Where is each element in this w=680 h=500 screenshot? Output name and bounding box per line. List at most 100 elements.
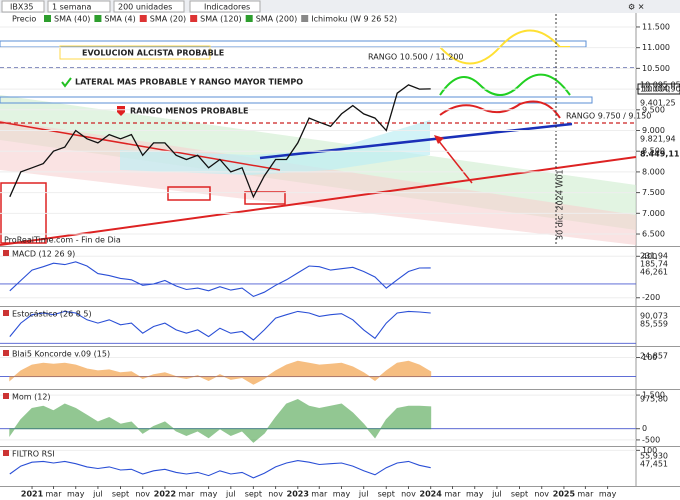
- period-box[interactable]: [47, 0, 111, 13]
- panel-icon: [3, 393, 9, 399]
- y-tick-label: -500: [642, 435, 660, 444]
- legend-entry: Precio: [12, 15, 36, 24]
- y-tick-label: 6.500: [642, 230, 665, 239]
- indicators[interactable]: Indicadores: [204, 3, 250, 12]
- annotation: ProRealTime.com - Fin de Dia: [4, 236, 121, 245]
- legend-swatch: [94, 15, 102, 22]
- annotation-box: [59, 45, 211, 60]
- last-value-label: 185,74: [640, 260, 668, 269]
- annotation: 30 dic. 2024 W01: [556, 170, 565, 241]
- line: [9, 310, 431, 341]
- legend-entry: SMA (40): [54, 15, 90, 24]
- red-wave: [439, 100, 561, 119]
- x-tick-label: 2022: [154, 490, 176, 499]
- y-tick-label: 10.500: [642, 64, 670, 73]
- area: [9, 399, 432, 443]
- last-value-label: 47,451: [640, 460, 668, 469]
- x-tick-label: sept: [112, 490, 129, 499]
- line: [9, 460, 431, 479]
- legend-swatch: [44, 15, 51, 22]
- x-tick-label: sept: [245, 490, 262, 499]
- x-tick-label: mar: [311, 490, 328, 499]
- ichimoku-cloud: [120, 120, 430, 175]
- arrow-head: [434, 135, 444, 144]
- panel-icon: [3, 250, 9, 256]
- last-value-label: 90,073: [640, 312, 668, 321]
- panel-icon: [3, 310, 9, 316]
- x-tick-label: nov: [401, 490, 416, 499]
- annotation: RANGO 9.750 / 9.150: [566, 112, 651, 121]
- x-tick-label: sept: [378, 490, 395, 499]
- legend-swatch: [190, 15, 198, 22]
- annotation: RANGO MENOS PROBABLE: [130, 107, 248, 116]
- x-tick-label: may: [599, 490, 617, 499]
- y-tick-label: 100: [642, 353, 657, 362]
- y-tick-label: 9.500: [642, 105, 665, 114]
- range-box-mid: [0, 96, 593, 104]
- y-tick-label: 7.000: [642, 209, 665, 218]
- panel-title: Blai5 Koncorde v.09 (15): [12, 350, 110, 359]
- y-tick-label: 0: [642, 424, 647, 433]
- line: [9, 84, 431, 199]
- arrow: [437, 139, 473, 184]
- units[interactable]: 200 unidades: [118, 3, 172, 12]
- legend-entry: SMA (200): [256, 15, 298, 24]
- x-tick-label: may: [466, 490, 484, 499]
- panel-title: MACD (12 26 9): [12, 250, 75, 259]
- x-tick-label: 2023: [287, 490, 309, 499]
- last-value-label: 55,930: [640, 452, 668, 461]
- line: [9, 261, 431, 298]
- x-tick-label: may: [200, 490, 218, 499]
- y-tick-label: 8.000: [642, 167, 665, 176]
- symbol-box[interactable]: [1, 0, 45, 13]
- legend-entry: SMA (20): [150, 15, 186, 24]
- x-tick-label: 2025: [553, 490, 576, 499]
- panel-title: FILTRO RSI: [12, 450, 55, 459]
- low-box-3: [244, 191, 286, 205]
- panel-icon: [3, 450, 9, 456]
- legend-swatch: [245, 15, 253, 22]
- units-box[interactable]: [113, 0, 185, 13]
- y-tick-label: 8.500: [642, 147, 665, 156]
- y-tick-label: 9.000: [642, 126, 665, 135]
- y-tick-label: 10.000: [642, 85, 670, 94]
- last-value-label: 975,80: [640, 395, 668, 404]
- symbol[interactable]: IBX35: [10, 3, 34, 12]
- panel-title: Mom (12): [12, 393, 51, 402]
- last-value-label: 8.449,11: [640, 150, 680, 159]
- y-tick-label: 11.000: [642, 43, 670, 52]
- x-tick-label: may: [333, 490, 351, 499]
- last-value-label: 10.004,90: [640, 85, 680, 94]
- last-value-label: 46,261: [640, 268, 668, 277]
- y-tick-label: 100: [642, 446, 657, 455]
- blue-trendline: [259, 122, 573, 160]
- low-box-2: [167, 186, 211, 201]
- x-tick-label: mar: [46, 490, 63, 499]
- area: [9, 360, 432, 385]
- y-tick-label: 11.500: [642, 22, 670, 31]
- check-icon: [61, 77, 72, 88]
- x-tick-label: jul: [225, 490, 236, 499]
- legend-entry: SMA (4): [104, 15, 135, 24]
- y-tick-label: -200: [642, 293, 660, 302]
- indicators-box[interactable]: [189, 0, 261, 13]
- y-tick-label: 7.500: [642, 188, 665, 197]
- x-tick-label: nov: [534, 490, 549, 499]
- panel-title: Estocástico (26 8 5): [12, 310, 92, 319]
- x-tick-label: jul: [491, 490, 502, 499]
- last-value-label: 85,559: [640, 320, 668, 329]
- x-tick-label: mar: [178, 490, 195, 499]
- panel-icon: [3, 350, 9, 356]
- x-tick-label: 2021: [21, 490, 44, 499]
- x-tick-label: 2024: [420, 490, 443, 499]
- x-tick-label: sept: [511, 490, 528, 499]
- last-value-box: [637, 83, 680, 95]
- y-tick-label: 1.500: [642, 391, 665, 400]
- x-tick-label: may: [67, 490, 85, 499]
- x-tick-label: nov: [135, 490, 150, 499]
- period[interactable]: 1 semana: [52, 3, 91, 12]
- x-tick-label: nov: [268, 490, 283, 499]
- window-buttons[interactable]: ⚙ ✕: [628, 3, 644, 12]
- thumb-icon: [117, 106, 125, 116]
